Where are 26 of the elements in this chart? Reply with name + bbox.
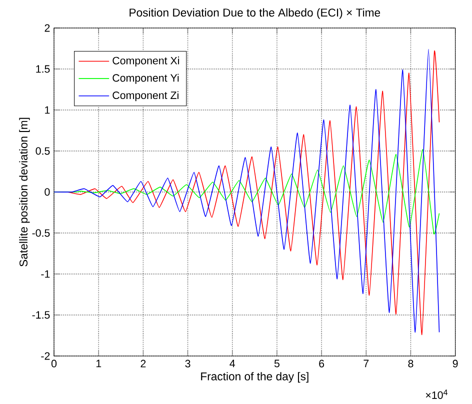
y-tick-label: 1.5 (36, 65, 50, 73)
legend-label: Component Xi (112, 56, 180, 67)
legend-label: Component Zi (112, 91, 178, 102)
y-tick-label: 2 (44, 24, 50, 32)
text: ×10$^{4}$ (426, 390, 448, 399)
legend-label: Component Yi (112, 74, 179, 84)
x-tick-label: 0 (51, 360, 57, 368)
chart-title: Position Deviation Due to the Albedo (ECI) × Time (130, 8, 380, 19)
x-tick-label: 5 (274, 360, 280, 368)
x-tick-label: 8 (408, 360, 414, 368)
y-tick-label: -1.5 (32, 311, 50, 319)
y-tick-label: 1 (45, 106, 50, 114)
y-tick-label: -1 (41, 270, 50, 278)
x-axis-title: Fraction of the day [s] (201, 372, 308, 383)
x-tick-label: 9 (452, 360, 458, 368)
y-tick-label: 0.5 (36, 147, 50, 155)
y-tick-label: 0 (44, 188, 50, 196)
y-tick-label: -0.5 (32, 229, 50, 237)
x-tick-label: 3 (185, 360, 190, 368)
x-tick-label: 7 (364, 360, 369, 368)
x-tick-label: 1 (96, 360, 102, 368)
y-axis-title: Satellite position deviation [m] (19, 118, 30, 266)
x-tick-label: 4 (230, 360, 236, 368)
x-tick-label: 6 (319, 360, 324, 368)
y-tick-label: -2 (41, 352, 50, 360)
x-tick-label: 2 (140, 360, 146, 368)
